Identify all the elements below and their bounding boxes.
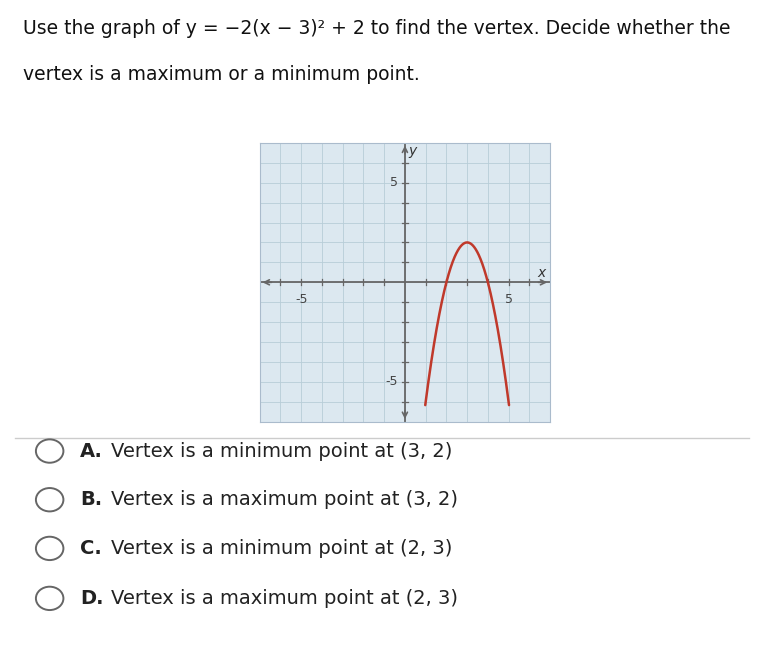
Text: -5: -5	[295, 293, 307, 306]
Text: 5: 5	[504, 293, 513, 306]
Text: C.: C.	[80, 539, 102, 558]
Text: A.: A.	[80, 441, 103, 461]
Text: Vertex is a maximum point at (3, 2): Vertex is a maximum point at (3, 2)	[111, 490, 458, 509]
Text: B.: B.	[80, 490, 102, 509]
Text: y: y	[408, 143, 416, 158]
Text: vertex is a maximum or a minimum point.: vertex is a maximum or a minimum point.	[23, 65, 419, 84]
Text: Vertex is a minimum point at (3, 2): Vertex is a minimum point at (3, 2)	[111, 441, 452, 461]
Text: x: x	[538, 266, 546, 280]
Text: 5: 5	[390, 176, 397, 189]
Text: -5: -5	[385, 376, 397, 389]
Text: D.: D.	[80, 589, 104, 608]
Text: Vertex is a minimum point at (2, 3): Vertex is a minimum point at (2, 3)	[111, 539, 452, 558]
Text: Use the graph of y = −2(x − 3)² + 2 to find the vertex. Decide whether the: Use the graph of y = −2(x − 3)² + 2 to f…	[23, 19, 730, 38]
Text: Vertex is a maximum point at (2, 3): Vertex is a maximum point at (2, 3)	[111, 589, 458, 608]
